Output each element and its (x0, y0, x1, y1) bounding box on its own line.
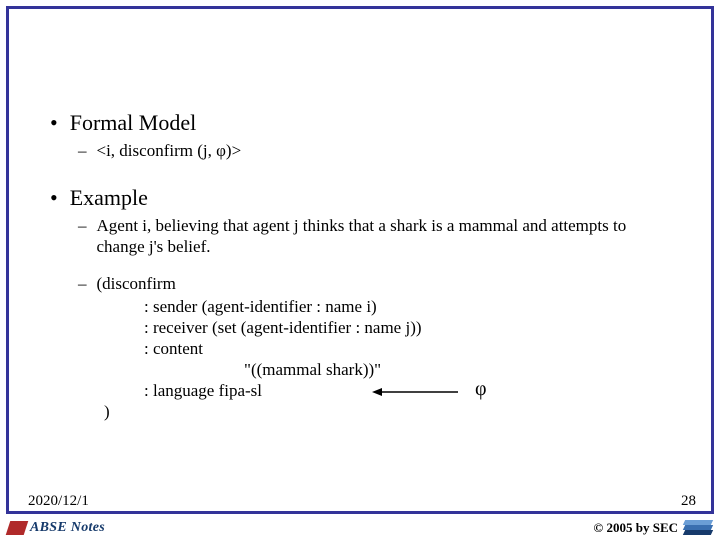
code-line: : sender (agent-identifier : name i) (104, 296, 670, 317)
dash-icon: – (78, 215, 87, 257)
footer-date: 2020/12/1 (28, 493, 89, 510)
footer-left: ABSE Notes (8, 520, 105, 536)
slide-content: • Formal Model – <i, disconfirm (j, φ)> … (50, 110, 670, 422)
bullet-formal-model: • Formal Model (50, 110, 670, 136)
footer-left-label: ABSE Notes (30, 520, 105, 536)
footer-bar: ABSE Notes © 2005 by SEC (0, 516, 720, 540)
example-title: Example (70, 185, 148, 211)
example-description: Agent i, believing that agent j thinks t… (97, 215, 671, 257)
dash-icon: – (78, 273, 87, 294)
formal-model-item: – <i, disconfirm (j, φ)> (78, 140, 670, 161)
dash-icon: – (78, 140, 87, 161)
formal-model-title: Formal Model (70, 110, 197, 136)
code-close: ) (104, 401, 670, 422)
footer-flag-icon (6, 521, 29, 535)
bullet-example: • Example (50, 185, 670, 211)
code-block: : sender (agent-identifier : name i) : r… (104, 296, 670, 422)
footer-page: 28 (681, 493, 696, 510)
example-code-row: – (disconfirm (78, 273, 670, 294)
footer-right-label: © 2005 by SEC (594, 520, 678, 536)
arrow-icon (370, 385, 460, 399)
phi-annotation: φ (475, 378, 487, 401)
code-line: : receiver (set (agent-identifier : name… (104, 317, 670, 338)
example-description-row: – Agent i, believing that agent j thinks… (78, 215, 670, 257)
sec-logo-icon (684, 520, 712, 536)
code-head: (disconfirm (97, 273, 176, 294)
bullet-dot-icon: • (50, 185, 58, 211)
code-line-content: "((mammal shark))" (104, 359, 670, 380)
footer-right: © 2005 by SEC (594, 520, 712, 536)
formal-model-expr: <i, disconfirm (j, φ)> (97, 140, 242, 161)
bullet-dot-icon: • (50, 110, 58, 136)
code-line: : content (104, 338, 670, 359)
